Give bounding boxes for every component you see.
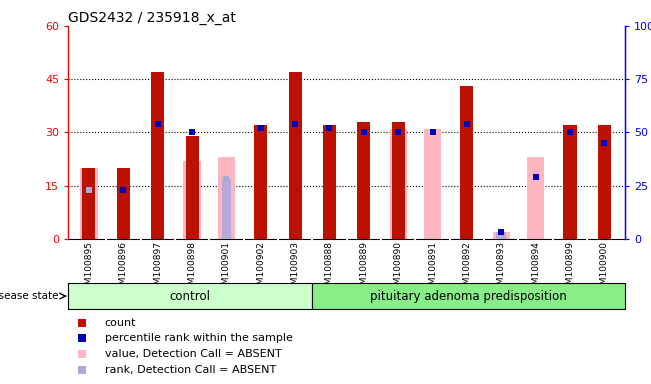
- Bar: [218, 157, 235, 239]
- Text: GSM100900: GSM100900: [600, 241, 609, 296]
- Bar: [288, 72, 301, 239]
- Bar: [460, 86, 473, 239]
- Bar: [392, 122, 405, 239]
- Bar: [357, 122, 370, 239]
- Bar: [221, 179, 231, 239]
- Bar: [323, 125, 336, 239]
- Text: GDS2432 / 235918_x_at: GDS2432 / 235918_x_at: [68, 11, 236, 25]
- Text: GSM100897: GSM100897: [153, 241, 162, 296]
- Text: GSM100895: GSM100895: [85, 241, 94, 296]
- Bar: [527, 157, 544, 239]
- FancyBboxPatch shape: [312, 283, 625, 309]
- Text: GSM100888: GSM100888: [325, 241, 334, 296]
- Bar: [184, 161, 201, 239]
- Text: GSM100899: GSM100899: [566, 241, 574, 296]
- Bar: [598, 125, 611, 239]
- Text: GSM100898: GSM100898: [187, 241, 197, 296]
- Text: GSM100892: GSM100892: [462, 241, 471, 296]
- Text: GSM100889: GSM100889: [359, 241, 368, 296]
- Text: GSM100894: GSM100894: [531, 241, 540, 296]
- Bar: [564, 125, 577, 239]
- Text: value, Detection Call = ABSENT: value, Detection Call = ABSENT: [105, 349, 281, 359]
- Text: GSM100902: GSM100902: [256, 241, 265, 296]
- Text: GSM100890: GSM100890: [394, 241, 403, 296]
- FancyBboxPatch shape: [68, 283, 312, 309]
- Bar: [389, 129, 407, 239]
- Text: GSM100901: GSM100901: [222, 241, 231, 296]
- Text: GSM100896: GSM100896: [119, 241, 128, 296]
- Text: rank, Detection Call = ABSENT: rank, Detection Call = ABSENT: [105, 365, 276, 375]
- Text: pituitary adenoma predisposition: pituitary adenoma predisposition: [370, 290, 567, 303]
- Bar: [80, 168, 98, 239]
- Text: GSM100903: GSM100903: [290, 241, 299, 296]
- Bar: [83, 168, 96, 239]
- Bar: [84, 190, 94, 239]
- Bar: [151, 72, 164, 239]
- Text: GSM100891: GSM100891: [428, 241, 437, 296]
- Bar: [186, 136, 199, 239]
- Text: percentile rank within the sample: percentile rank within the sample: [105, 333, 292, 343]
- Bar: [255, 125, 268, 239]
- Text: GSM100893: GSM100893: [497, 241, 506, 296]
- Bar: [497, 232, 506, 239]
- Text: control: control: [170, 290, 211, 303]
- Text: disease state: disease state: [0, 291, 59, 301]
- Bar: [424, 129, 441, 239]
- Bar: [117, 168, 130, 239]
- Bar: [493, 232, 510, 239]
- Text: count: count: [105, 318, 136, 328]
